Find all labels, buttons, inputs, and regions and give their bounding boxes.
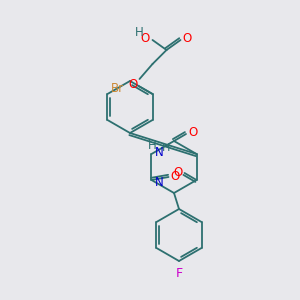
Text: N: N [154,146,163,158]
Text: F: F [176,267,183,280]
Text: Br: Br [110,82,124,95]
Text: O: O [188,127,197,140]
Text: O: O [182,32,192,44]
Text: H: H [135,26,143,40]
Text: O: O [128,79,137,92]
Text: H: H [161,143,170,153]
Text: O: O [140,32,149,44]
Text: N: N [154,176,163,190]
Text: O: O [170,170,180,184]
Text: H: H [148,139,156,152]
Text: O: O [173,166,182,178]
